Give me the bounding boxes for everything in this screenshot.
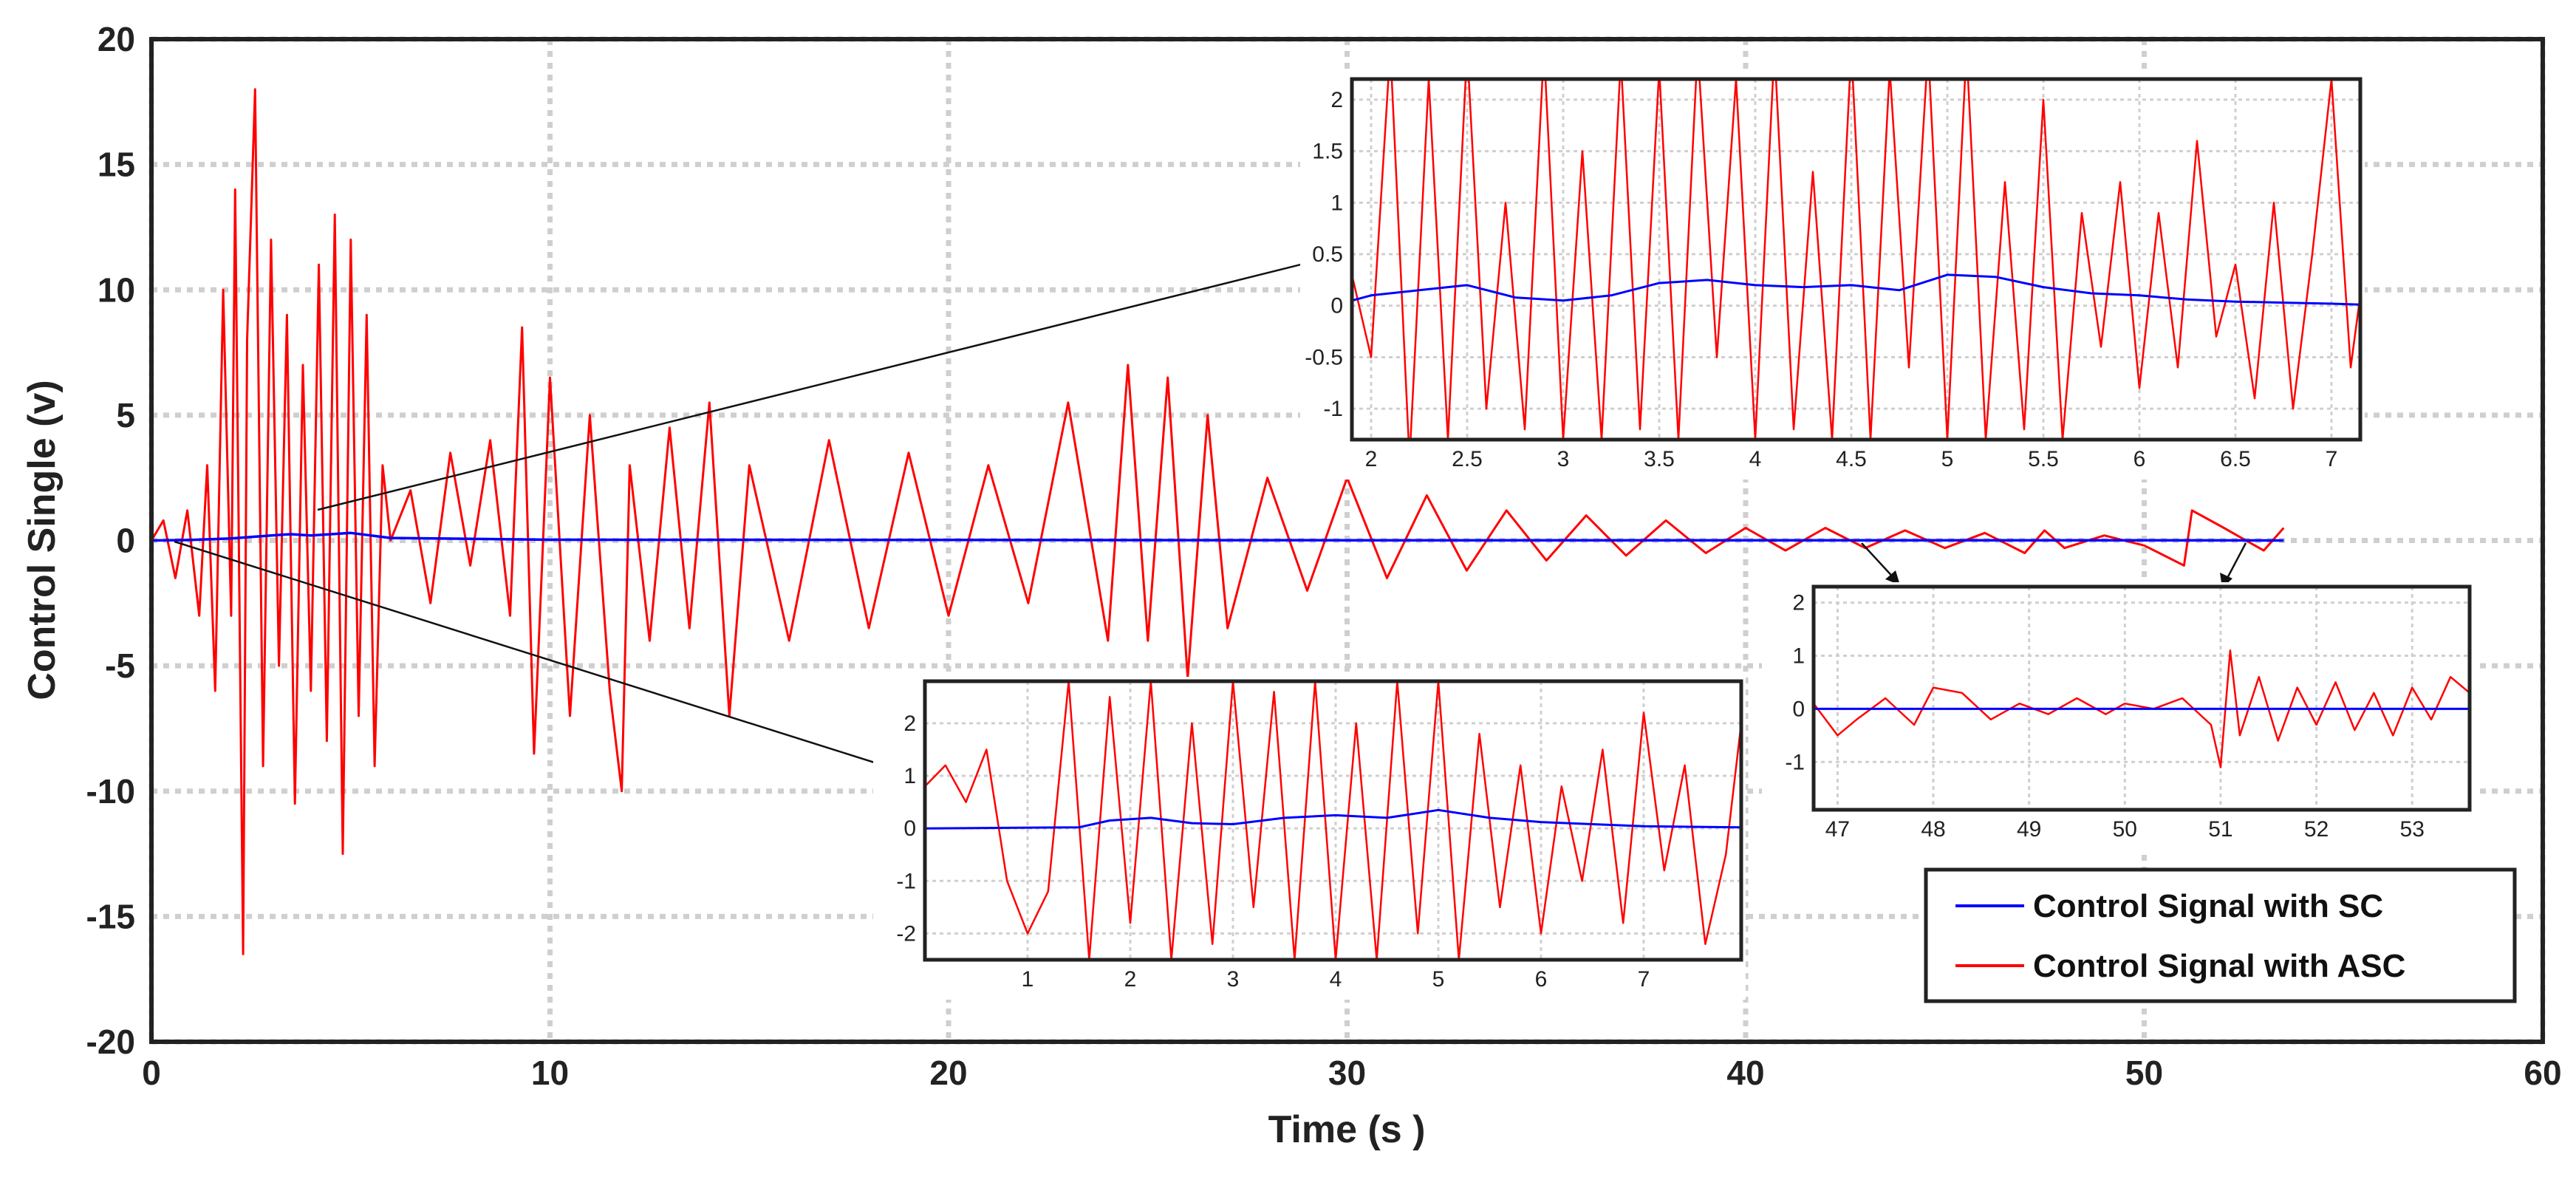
x-tick-label: 3 [1227, 967, 1240, 992]
inset-plot-area [925, 681, 1741, 960]
inset-bottom: 1 2 3 4 5 6 7 -2 -1 0 1 2 [873, 677, 1746, 1000]
y-tick-label: 5 [116, 396, 135, 434]
inset-frame [923, 679, 1743, 962]
inset-plot-area [1814, 649, 2470, 768]
series-line-sc [1352, 273, 2360, 306]
y-tick-label: -1 [1785, 750, 1805, 774]
y-tick-label: 0 [1330, 294, 1343, 318]
y-tick-label: 2 [1792, 591, 1805, 615]
y-tick-label: -2 [896, 921, 916, 946]
series-line-sc [151, 531, 2284, 542]
y-tick-label: -5 [105, 647, 135, 685]
arrowhead-icon [1885, 570, 1900, 585]
zoom-arrow-right-right [2224, 542, 2247, 583]
x-tick-label: 6 [1535, 967, 1548, 992]
inset-plot-area [1352, 79, 2360, 440]
y-axis-label: Control Single (v) [21, 380, 64, 700]
x-tick-label: 6 [2133, 447, 2146, 471]
inset-tick-labels: 1 2 3 4 5 6 7 -2 -1 0 1 2 [896, 712, 1650, 992]
x-tick-label: 4 [1330, 967, 1342, 992]
series-line-asc [1814, 649, 2470, 768]
x-tick-label: 2.5 [1452, 447, 1483, 471]
series-line-asc [1352, 79, 2360, 440]
x-tick-label: 50 [2125, 1054, 2163, 1092]
x-tick-label: 0 [142, 1054, 161, 1092]
y-tick-label: 2 [1330, 88, 1343, 112]
x-tick-label: 49 [2017, 817, 2041, 842]
inset-frame [1350, 77, 2363, 442]
y-tick-label: 10 [98, 270, 135, 309]
inset-right: 47 48 49 50 51 52 53 -1 0 1 2 [1762, 582, 2474, 850]
y-tick-label: -0.5 [1305, 345, 1343, 369]
main-plot-area [151, 88, 2285, 955]
y-tick-label: 20 [98, 20, 135, 58]
y-tick-label: -20 [86, 1023, 135, 1061]
x-tick-label: 53 [2400, 817, 2425, 842]
x-tick-label: 7 [1638, 967, 1650, 992]
x-tick-label: 5 [1432, 967, 1445, 992]
x-tick-label: 5.5 [2028, 447, 2059, 471]
main-axes-frame [149, 37, 2545, 1044]
y-tick-label: 2 [903, 712, 916, 736]
inset-tick-labels: 47 48 49 50 51 52 53 -1 0 1 2 [1785, 591, 2425, 842]
series-line-asc [925, 681, 1741, 960]
x-tick-label: 4 [1749, 447, 1762, 471]
x-tick-label: 47 [1825, 817, 1850, 842]
y-tick-label: 0 [116, 522, 135, 560]
y-tick-label: 0 [1792, 697, 1805, 721]
x-tick-label: 30 [1328, 1054, 1366, 1092]
x-tick-label: 51 [2208, 817, 2232, 842]
legend-label-asc: Control Signal with ASC [2033, 948, 2405, 984]
zoom-arrow-top-upper [317, 255, 1334, 511]
x-tick-label: 5 [1941, 447, 1954, 471]
x-tick-label: 4.5 [1836, 447, 1867, 471]
legend: Control Signal with SC Control Signal wi… [1924, 867, 2517, 1003]
inset-tick-labels: 2 2.5 3 3.5 4 4.5 5 5.5 6 6.5 7 -1 -0.5 0 0.5 1 1.5 2 [1305, 88, 2337, 471]
x-tick-label: 50 [2113, 817, 2137, 842]
x-axis-label: Time (s ) [1268, 1108, 1426, 1151]
x-tick-label: 60 [2524, 1054, 2561, 1092]
legend-box [1924, 867, 2517, 1003]
y-tick-label: 1 [1330, 191, 1343, 215]
y-tick-label: -1 [1323, 397, 1343, 421]
x-tick-label: 52 [2304, 817, 2329, 842]
zoom-arrow-right-left [1861, 542, 1897, 581]
y-tick-label: -15 [86, 897, 135, 935]
x-tick-label: 3 [1557, 447, 1570, 471]
x-tick-label: 20 [929, 1054, 967, 1092]
series-line-sc [925, 808, 1741, 830]
x-tick-label: 10 [531, 1054, 569, 1092]
zoom-arrow-top-lower [174, 540, 922, 779]
x-tick-label: 7 [2326, 447, 2338, 471]
y-tick-label: 1.5 [1312, 140, 1343, 164]
x-tick-label: 6.5 [2220, 447, 2251, 471]
y-tick-label: -1 [896, 869, 916, 893]
x-tick-label: 2 [1365, 447, 1378, 471]
x-tick-label: 48 [1921, 817, 1945, 842]
x-tick-label: 3.5 [1644, 447, 1675, 471]
y-tick-label: 15 [98, 146, 135, 184]
x-tick-label: 1 [1022, 967, 1034, 992]
x-tick-label: 2 [1124, 967, 1137, 992]
inset-top: 2 2.5 3 3.5 4 4.5 5 5.5 6 6.5 7 -1 -0.5 0 0.5 1 1.5 2 [1300, 75, 2365, 480]
y-tick-label: 0.5 [1312, 242, 1343, 267]
y-tick-label: 0 [903, 816, 916, 841]
y-tick-label: 1 [1792, 644, 1805, 668]
legend-label-sc: Control Signal with SC [2033, 888, 2383, 924]
inset-frame [1811, 584, 2472, 812]
x-tick-label: 40 [1726, 1054, 1764, 1092]
y-tick-label: -10 [86, 772, 135, 811]
y-tick-label: 1 [903, 764, 916, 788]
